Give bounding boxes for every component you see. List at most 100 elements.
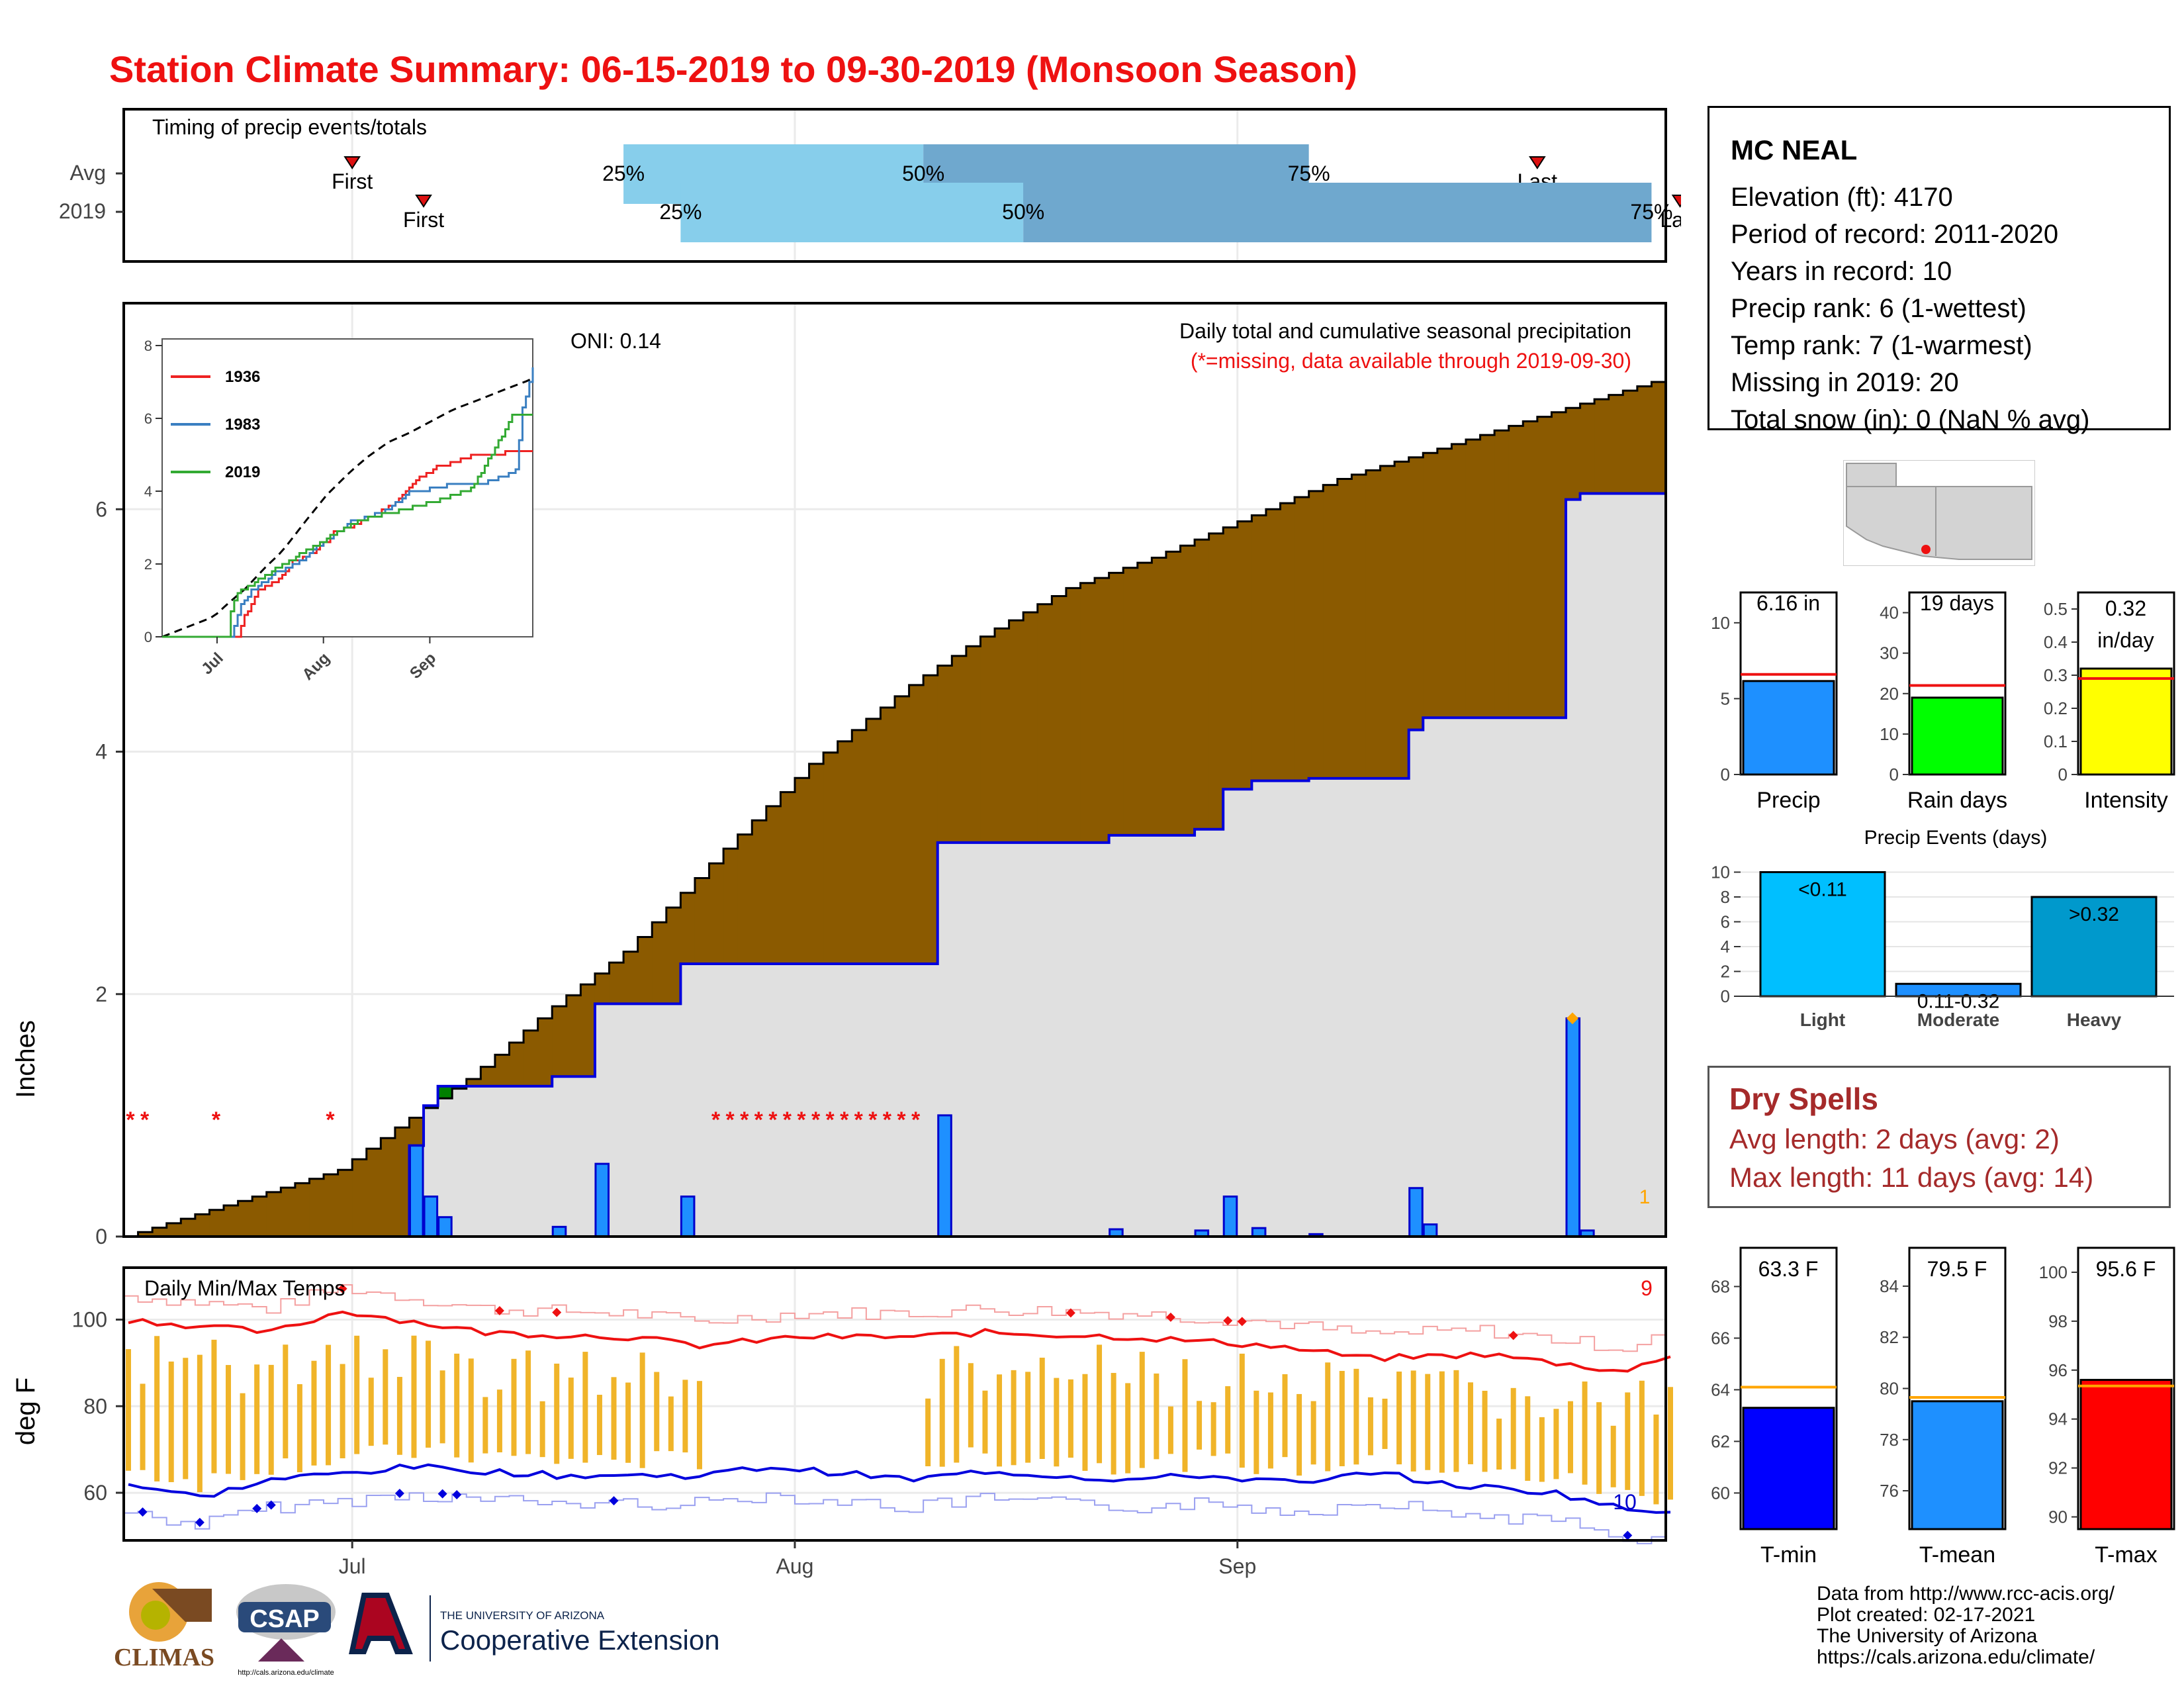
daily-temp-bar-69 [1111, 1373, 1116, 1475]
cumulative-diff-27 [509, 1043, 524, 1086]
cumulative-diff-85 [1337, 479, 1352, 778]
cumulative-diff-6 [209, 1209, 224, 1237]
oni-label: ONI: 0.14 [570, 329, 661, 353]
cumulative-diff-63 [1023, 612, 1038, 843]
tmean-summary-label: 79.5 F [1927, 1257, 1987, 1281]
daily-temp-bar-78 [1239, 1353, 1245, 1468]
climas-wordmark: CLIMAS [114, 1644, 214, 1671]
cumulative-diff-102 [1580, 403, 1595, 494]
cumulative-diff-40 [694, 878, 710, 964]
tmean-summary-xlabel: T-mean [1919, 1542, 1995, 1568]
csap-badge [238, 1602, 331, 1632]
info-period: Period of record: 2011-2020 [1731, 220, 2059, 249]
tmax-summary-ytick-label-3: 96 [2048, 1360, 2068, 1380]
missing-marker-13: * [840, 1107, 849, 1133]
daily-temp-bar-97 [1510, 1387, 1516, 1470]
events-xlabel-heavy: Heavy [2067, 1009, 2122, 1030]
cumulative-diff-49 [823, 752, 839, 964]
cumulative-diff-90 [1408, 457, 1424, 730]
daily-precip-bar-1 [423, 1196, 439, 1238]
info-years: Years in record: 10 [1731, 257, 1952, 286]
missing-marker-6: * [740, 1107, 749, 1133]
daily-temp-bar-39 [682, 1380, 688, 1453]
events-xlabel-light: Light [1800, 1009, 1845, 1030]
temp-ylabel: deg F [11, 1378, 40, 1445]
csap-logo: CSAP http://cals.arizona.edu/climate [236, 1584, 336, 1677]
daily-temp-bar-6 [211, 1339, 217, 1474]
daily-temp-bar-9 [254, 1364, 260, 1474]
daily-temp-bar-15 [340, 1364, 345, 1459]
climas-emblem-shape [152, 1589, 212, 1622]
daily-precip-bar-2 [437, 1216, 453, 1238]
cumulative-diff-68 [1095, 578, 1110, 843]
cumulative-diff-46 [780, 792, 796, 964]
tmin-summary-ytick-label-4: 68 [1711, 1276, 1730, 1296]
cumulative-diff-3 [166, 1223, 181, 1237]
cumulative-diff-70 [1123, 567, 1138, 835]
daily-temp-bar-28 [525, 1350, 531, 1454]
raindays-summary-xlabel: Rain days [1907, 788, 2007, 813]
cumulative-diff-16 [352, 1159, 367, 1237]
intensity-summary-xlabel: Intensity [2084, 788, 2168, 813]
tmin-summary-ytick-label-3: 66 [1711, 1328, 1730, 1348]
cumulative-diff-57 [937, 665, 952, 843]
daily-temp-bar-93 [1453, 1370, 1459, 1472]
cumulative-diff-71 [1137, 563, 1152, 835]
cumulative-diff-75 [1195, 539, 1210, 829]
raindays-summary-ytick-label-1: 10 [1880, 724, 1899, 744]
timing-p75-label-1: 75% [1630, 200, 1672, 224]
tmin-summary-ytick-label-0: 60 [1711, 1483, 1730, 1503]
footer-line-univ: The University of Arizona [1817, 1625, 2038, 1647]
daily-temp-bar-76 [1210, 1402, 1216, 1456]
cumulative-diff-43 [737, 834, 752, 964]
cumulative-diff-82 [1295, 496, 1310, 781]
daily-temp-bar-21 [426, 1340, 432, 1448]
cumulative-diff-5 [195, 1214, 210, 1237]
cumulative-diff-51 [852, 729, 867, 964]
station-location-marker [1921, 545, 1931, 554]
cumulative-diff-104 [1608, 395, 1623, 494]
csap-mountain [258, 1638, 304, 1662]
daily-precip-bar-12 [1408, 1187, 1424, 1238]
cumulative-diff-48 [809, 763, 824, 964]
missing-marker-8: * [768, 1107, 778, 1133]
cumulative-diff-103 [1594, 399, 1610, 494]
cumulative-diff-59 [966, 646, 981, 843]
daily-temp-bar-3 [168, 1361, 174, 1483]
record-low-marker-1 [195, 1517, 205, 1527]
cumulative-diff-55 [909, 684, 924, 964]
info-missing: Missing in 2019: 20 [1731, 368, 1959, 397]
inset-ytick-label-4: 8 [144, 338, 152, 354]
record-high-marker-6 [1237, 1317, 1247, 1327]
ua-big-text: Cooperative Extension [440, 1624, 720, 1656]
daily-temp-bar-106 [1639, 1380, 1645, 1496]
daily-temp-bar-91 [1425, 1374, 1431, 1470]
record-low-marker-5 [437, 1489, 447, 1499]
dry-spells-max: Max length: 11 days (avg: 14) [1729, 1162, 2094, 1193]
csap-url: http://cals.arizona.edu/climate [238, 1669, 334, 1677]
daily-temp-bar-36 [639, 1352, 645, 1468]
dry-spells-title: Dry Spells [1729, 1082, 1878, 1116]
daily-temp-bar-24 [468, 1358, 474, 1463]
precip-subtitle: Daily total and cumulative seasonal prec… [1179, 319, 1631, 343]
missing-marker-10: * [797, 1107, 806, 1133]
daily-temp-bar-33 [596, 1395, 602, 1456]
events-ytick-label-1: 2 [1721, 962, 1730, 982]
cumulative-diff-9 [252, 1196, 267, 1237]
daily-temp-bar-86 [1353, 1368, 1359, 1465]
tmax-summary-ytick-label-1: 92 [2048, 1458, 2068, 1478]
cumulative-diff-77 [1223, 527, 1238, 790]
record-high-marker-7 [1508, 1331, 1518, 1340]
timing-row-label-1: 2019 [59, 199, 106, 223]
climas-emblem-inner [141, 1601, 170, 1630]
station-info: MC NEAL Elevation (ft): 4170 Period of r… [1707, 106, 2171, 433]
inset-ytick-label-0: 0 [144, 629, 152, 645]
cumulative-diff-64 [1037, 604, 1052, 843]
missing-marker-11: * [811, 1107, 821, 1133]
cumulative-diff-78 [1237, 521, 1252, 790]
daily-temp-bar-77 [1225, 1386, 1231, 1454]
temp-xtick-label-2: Sep [1218, 1554, 1256, 1578]
cumulative-diff-99 [1537, 416, 1552, 718]
tmax-summary-ytick-label-5: 100 [2039, 1262, 2068, 1282]
intensity-summary-ytick-label-1: 0.1 [2044, 731, 2068, 751]
